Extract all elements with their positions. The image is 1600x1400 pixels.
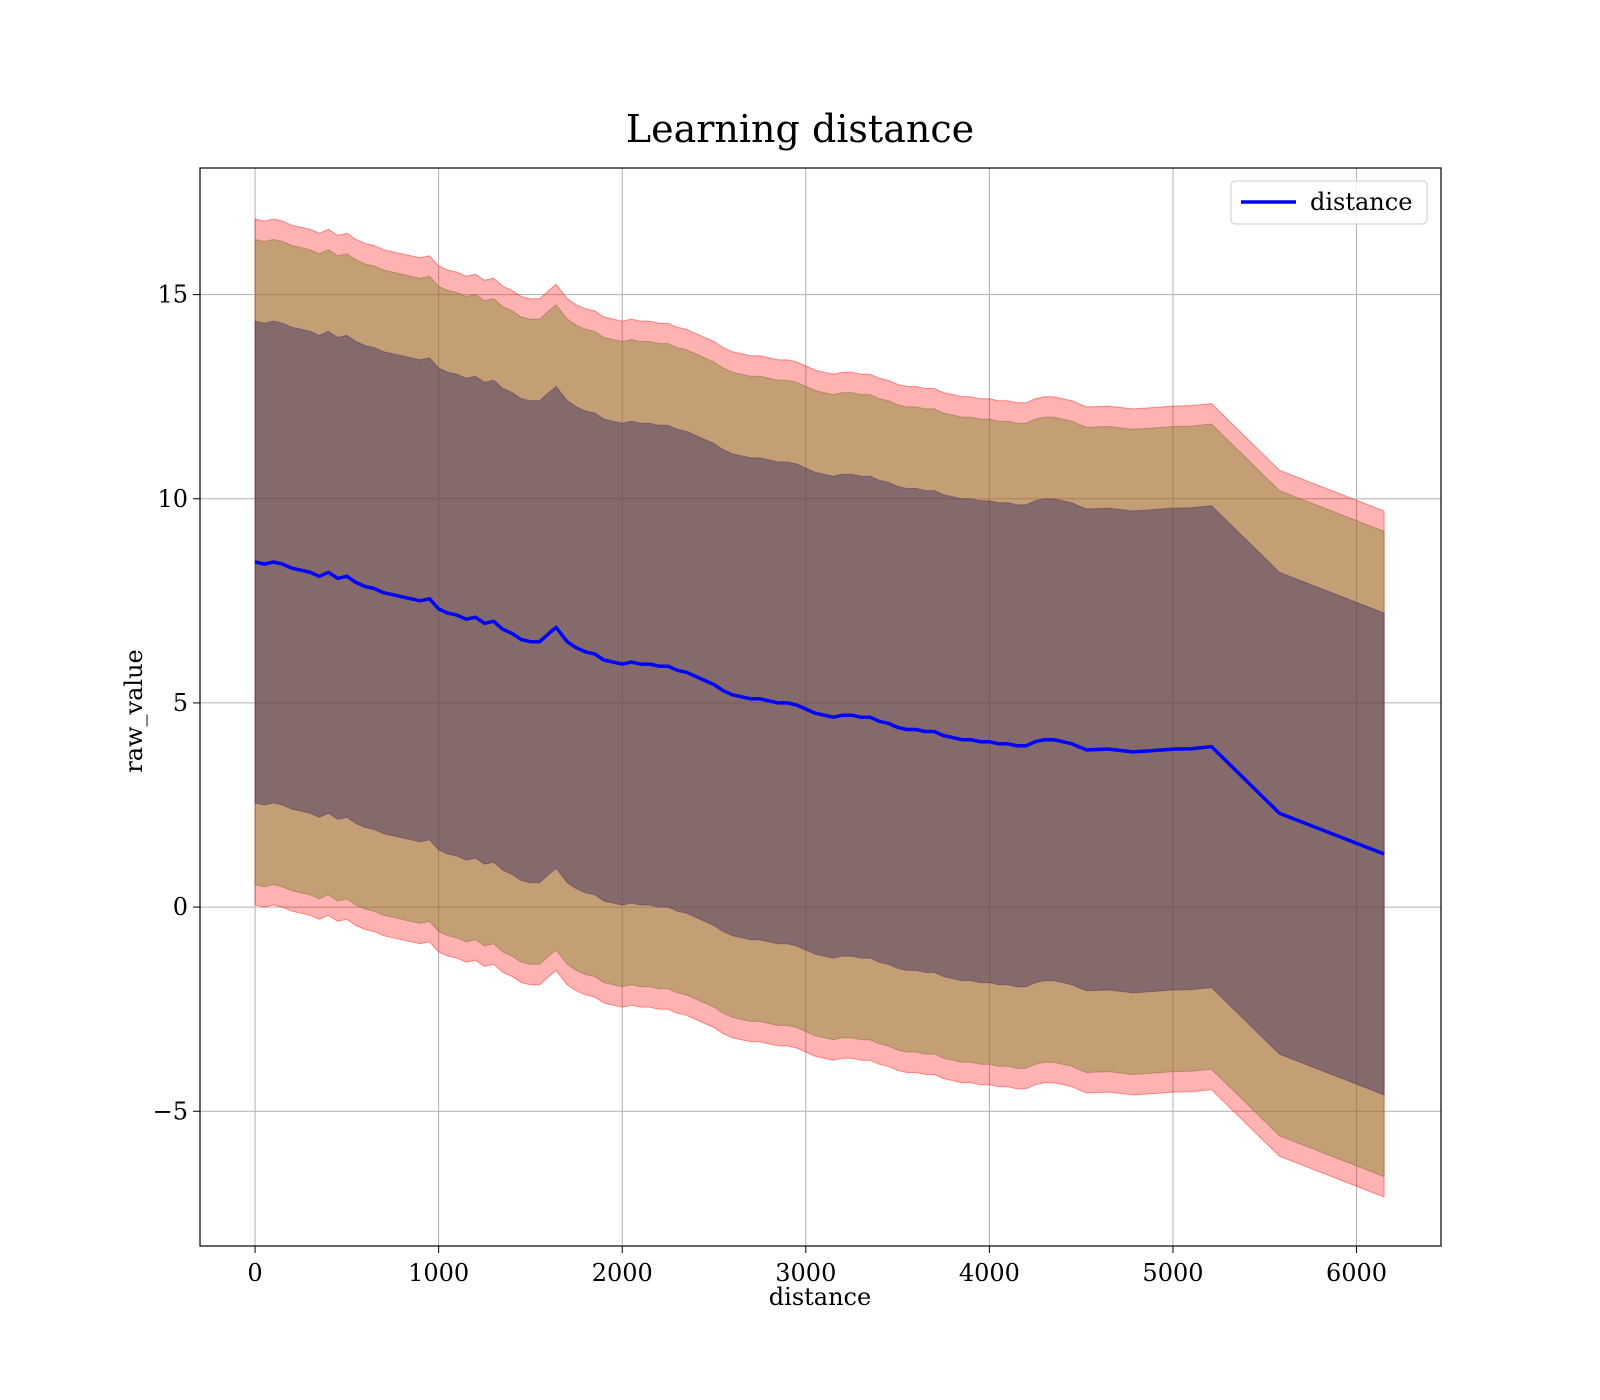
series-line-distance — [254, 560, 1385, 856]
x-axis-label: distance — [769, 1283, 871, 1311]
legend-box — [1230, 180, 1428, 225]
inner-std-band — [254, 320, 1385, 1096]
plot-frame — [199, 167, 1442, 1247]
y-tick-label: 10 — [157, 485, 188, 513]
middle-std-band — [254, 238, 1385, 1178]
x-tick-label: 2000 — [592, 1259, 653, 1287]
x-tick-label: 3000 — [775, 1259, 836, 1287]
series-group — [254, 560, 1385, 856]
x-tick-label: 5000 — [1142, 1259, 1203, 1287]
x-tick-label: 0 — [247, 1259, 262, 1287]
y-tick-label: −5 — [153, 1097, 188, 1125]
chart-title: Learning distance — [626, 107, 974, 151]
y-tick-label: 15 — [157, 281, 188, 309]
x-tick-label: 1000 — [408, 1259, 469, 1287]
y-tick-label: 5 — [173, 689, 188, 717]
x-tick-label: 6000 — [1326, 1259, 1387, 1287]
legend-entry-distance: distance — [1310, 188, 1412, 216]
y-axis: −5 0 5 10 15 — [153, 281, 200, 1125]
legend: distance — [1230, 180, 1428, 225]
x-axis: 0 1000 2000 3000 4000 5000 6000 — [247, 1246, 1387, 1287]
y-axis-label: raw_value — [120, 649, 148, 773]
y-tick-label: 0 — [173, 893, 188, 921]
x-tick-label: 4000 — [959, 1259, 1020, 1287]
std-bands — [254, 218, 1385, 1198]
